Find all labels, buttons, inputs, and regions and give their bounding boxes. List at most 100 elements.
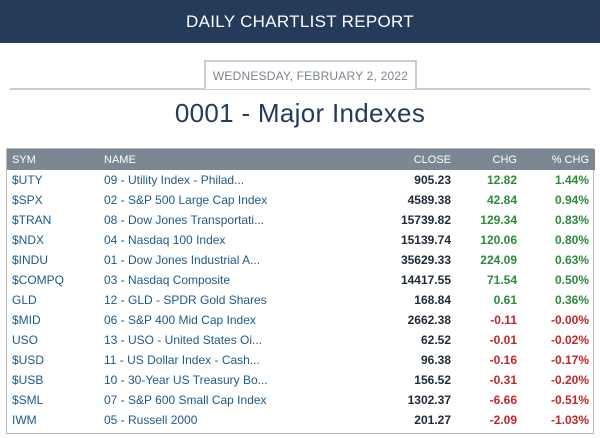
change-value: -0.01 — [489, 333, 517, 347]
name-link-text[interactable]: 04 - Nasdaq 100 Index — [104, 233, 226, 247]
name-link-text[interactable]: 09 - Utility Index - Philad... — [104, 173, 245, 187]
symbol-link-text[interactable]: USO — [12, 333, 39, 347]
symbol-link[interactable]: $INDU — [7, 250, 99, 270]
name-link-text[interactable]: 10 - 30-Year US Treasury Bo... — [104, 373, 268, 387]
column-header-chg[interactable]: CHG — [492, 153, 517, 166]
symbol-link[interactable]: $NDX — [7, 230, 99, 250]
symbol-link-text[interactable]: $MID — [12, 313, 41, 327]
table-row[interactable]: $USB 10 - 30-Year US Treasury Bo... 156.52… — [7, 370, 595, 390]
percent-change-value: 0.80% — [554, 233, 589, 247]
column-header-sym[interactable]: SYM — [12, 153, 36, 166]
symbol-link-text[interactable]: IWM — [12, 413, 37, 427]
percent-change-value: 0.83% — [554, 213, 589, 227]
change-value: 42.84 — [486, 193, 517, 207]
name-link-text[interactable]: 06 - S&P 400 Mid Cap Index — [104, 313, 256, 327]
symbol-link[interactable]: $TRAN — [7, 210, 99, 230]
table-row[interactable]: $SML 07 - S&P 600 Small Cap Index 1302.37 -… — [7, 390, 595, 410]
symbol-link[interactable]: $MID — [7, 310, 99, 330]
percent-change-value: -0.51% — [550, 393, 589, 407]
name-link-text[interactable]: 03 - Nasdaq Composite — [104, 273, 231, 287]
percent-change-value: -1.03% — [550, 413, 589, 427]
name-link[interactable]: 12 - GLD - SPDR Gold Shares — [99, 290, 321, 310]
symbol-link[interactable]: GLD — [7, 290, 99, 310]
close-value: 62.52 — [420, 333, 451, 347]
symbol-link-text[interactable]: $UTY — [12, 173, 43, 187]
symbol-link-text[interactable]: $SPX — [12, 193, 43, 207]
symbol-link[interactable]: IWM — [7, 410, 99, 430]
table-row[interactable]: IWM 05 - Russell 2000 201.27 -2.09 -1.03% — [7, 410, 595, 430]
close-value: 15739.82 — [400, 213, 451, 227]
name-link[interactable]: 10 - 30-Year US Treasury Bo... — [99, 370, 321, 390]
symbol-link[interactable]: $SPX — [7, 190, 99, 210]
name-link[interactable]: 04 - Nasdaq 100 Index — [99, 230, 321, 250]
report-header-bar: DAILY CHARTLIST REPORT — [0, 0, 600, 43]
symbol-link[interactable]: USO — [7, 330, 99, 350]
percent-change-value: 0.50% — [554, 273, 589, 287]
close-value: 2662.38 — [407, 313, 451, 327]
symbol-link-text[interactable]: $USD — [12, 353, 45, 367]
symbol-link[interactable]: $USB — [7, 370, 99, 390]
percent-change-value: -0.17% — [550, 353, 589, 367]
name-link-text[interactable]: 01 - Dow Jones Industrial A... — [104, 253, 261, 267]
change-value: 120.06 — [480, 233, 517, 247]
name-link-text[interactable]: 13 - USO - United States Oi... — [104, 333, 263, 347]
name-link-text[interactable]: 07 - S&P 600 Small Cap Index — [104, 393, 267, 407]
name-link-text[interactable]: 11 - US Dollar Index - Cash... — [104, 353, 260, 367]
symbol-link-text[interactable]: $TRAN — [12, 213, 52, 227]
percent-change-value: -0.02% — [550, 333, 589, 347]
close-value: 14417.55 — [400, 273, 451, 287]
symbol-link-text[interactable]: GLD — [12, 293, 37, 307]
name-link-text[interactable]: 12 - GLD - SPDR Gold Shares — [104, 293, 267, 307]
table-row[interactable]: USO 13 - USO - United States Oi... 62.52 -0… — [7, 330, 595, 350]
table-row[interactable]: $SPX 02 - S&P 500 Large Cap Index 4589.38 4… — [7, 190, 595, 210]
name-link[interactable]: 02 - S&P 500 Large Cap Index — [99, 190, 321, 210]
symbol-link-text[interactable]: $NDX — [12, 233, 45, 247]
table-row[interactable]: $USD 11 - US Dollar Index - Cash... 96.38 -… — [7, 350, 595, 370]
name-link[interactable]: 01 - Dow Jones Industrial A... — [99, 250, 321, 270]
name-link[interactable]: 03 - Nasdaq Composite — [99, 270, 321, 290]
close-value: 168.84 — [414, 293, 451, 307]
symbol-link[interactable]: $USD — [7, 350, 99, 370]
symbol-link-text[interactable]: $USB — [12, 373, 44, 387]
name-link-text[interactable]: 02 - S&P 500 Large Cap Index — [104, 193, 268, 207]
change-value: 12.82 — [486, 173, 517, 187]
name-link[interactable]: 08 - Dow Jones Transportati... — [99, 210, 321, 230]
change-value: 224.09 — [480, 253, 517, 267]
column-header-close[interactable]: CLOSE — [413, 153, 451, 166]
name-link[interactable]: 09 - Utility Index - Philad... — [99, 170, 321, 190]
table-row[interactable]: GLD 12 - GLD - SPDR Gold Shares 168.84 0.61… — [7, 290, 595, 310]
name-link[interactable]: 13 - USO - United States Oi... — [99, 330, 321, 350]
symbol-link-text[interactable]: $SML — [12, 393, 44, 407]
name-link[interactable]: 07 - S&P 600 Small Cap Index — [99, 390, 321, 410]
name-link-text[interactable]: 05 - Russell 2000 — [104, 413, 198, 427]
table-row[interactable]: $MID 06 - S&P 400 Mid Cap Index 2662.38 -0.… — [7, 310, 595, 330]
table-header-row: SYM NAME CLOSE CHG % CHG — [7, 149, 595, 170]
symbol-link-text[interactable]: $INDU — [12, 253, 49, 267]
name-link[interactable]: 11 - US Dollar Index - Cash... — [99, 350, 321, 370]
change-value: 71.54 — [486, 273, 517, 287]
percent-change-value: -0.00% — [550, 313, 589, 327]
symbol-link-text[interactable]: $COMPQ — [12, 273, 65, 287]
table-row[interactable]: $UTY 09 - Utility Index - Philad... 905.23… — [7, 170, 595, 190]
change-value: -6.66 — [489, 393, 517, 407]
symbol-link[interactable]: $SML — [7, 390, 99, 410]
close-value: 35629.33 — [400, 253, 451, 267]
table-row[interactable]: $TRAN 08 - Dow Jones Transportati... 15739… — [7, 210, 595, 230]
symbol-link[interactable]: $UTY — [7, 170, 99, 190]
report-date: WEDNESDAY, FEBRUARY 2, 2022 — [204, 60, 417, 89]
change-value: -0.31 — [489, 373, 517, 387]
percent-change-value: 0.94% — [554, 193, 589, 207]
table-row[interactable]: $COMPQ 03 - Nasdaq Composite 14417.55 71.54… — [7, 270, 595, 290]
column-header-pct-chg[interactable]: % CHG — [551, 153, 589, 166]
name-link[interactable]: 05 - Russell 2000 — [99, 410, 321, 430]
change-value: -0.16 — [489, 353, 517, 367]
name-link-text[interactable]: 08 - Dow Jones Transportati... — [104, 213, 265, 227]
column-header-name[interactable]: NAME — [104, 153, 136, 166]
index-table: SYM NAME CLOSE CHG % CHG $UTY 09 - Utilit… — [7, 149, 595, 430]
symbol-link[interactable]: $COMPQ — [7, 270, 99, 290]
change-value: -0.11 — [490, 313, 517, 327]
table-row[interactable]: $NDX 04 - Nasdaq 100 Index 15139.74 120.06 0… — [7, 230, 595, 250]
close-value: 4589.38 — [407, 193, 451, 207]
name-link[interactable]: 06 - S&P 400 Mid Cap Index — [99, 310, 321, 330]
table-row[interactable]: $INDU 01 - Dow Jones Industrial A... 35629… — [7, 250, 595, 270]
